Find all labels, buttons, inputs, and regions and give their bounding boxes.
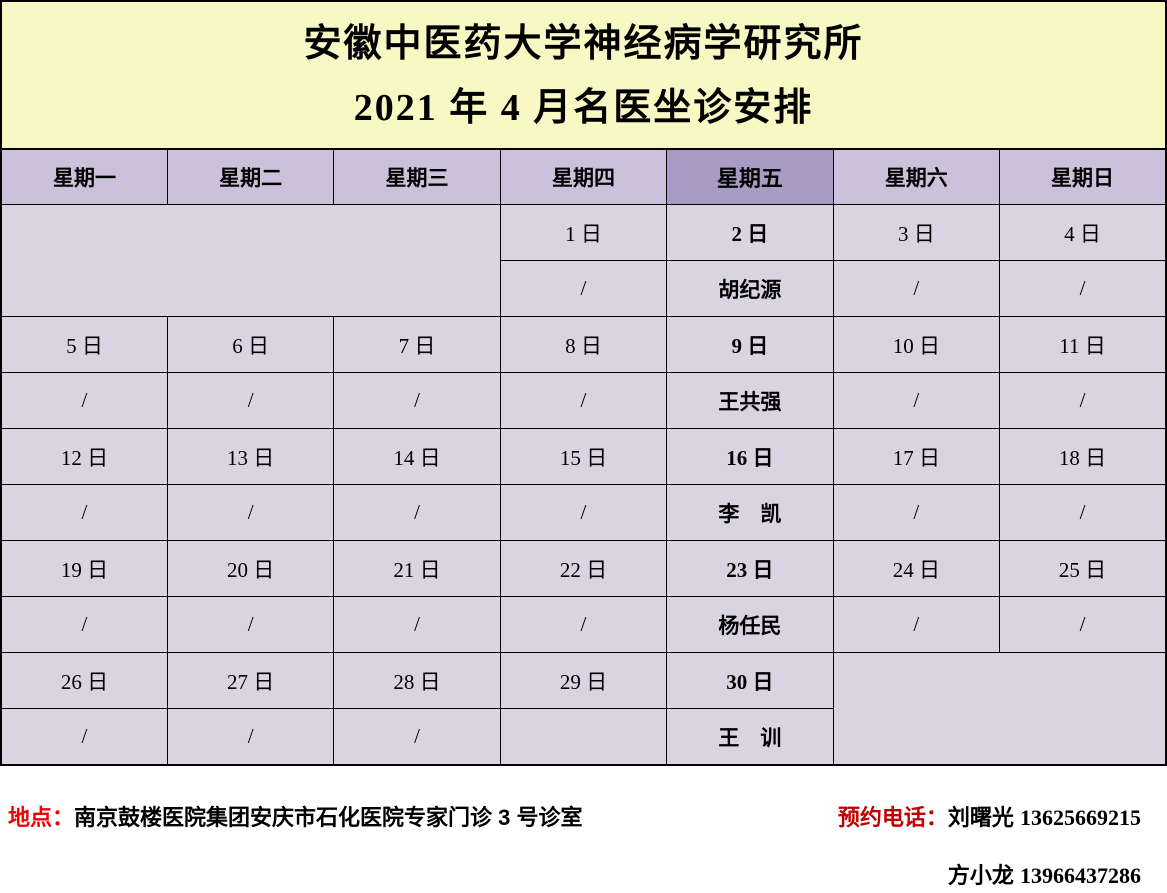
footer: 地点：南京鼓楼医院集团安庆市石化医院专家门诊 3 号诊室 预约电话：刘曙光 13… <box>0 766 1167 890</box>
date-cell-apr20: 20 日 <box>166 540 335 597</box>
phone-label: 预约电话： <box>837 805 948 830</box>
footer-line-2: 方小龙 13966437286 <box>8 858 1141 890</box>
weekday-header-row: 星期一 星期二 星期三 星期四 星期五 星期六 星期日 <box>0 148 1167 205</box>
date-cell-apr18: 18 日 <box>999 428 1167 485</box>
slash-cell: / <box>999 260 1167 317</box>
title-banner: 安徽中医药大学神经病学研究所 2021 年 4 月名医坐诊安排 <box>0 0 1167 148</box>
date-cell-apr26: 26 日 <box>0 652 168 709</box>
week4-names-row: / / / / 杨任民 / / <box>0 596 1167 653</box>
slash-cell: / <box>499 484 668 541</box>
date-cell-apr23: 23 日 <box>666 540 834 597</box>
slash-cell: / <box>0 708 168 766</box>
date-cell-apr12: 12 日 <box>0 428 168 485</box>
date-cell-apr7: 7 日 <box>333 316 501 373</box>
date-cell-apr30: 30 日 <box>666 652 834 709</box>
slash-cell: / <box>999 484 1167 541</box>
slash-cell: / <box>999 372 1167 429</box>
slash-cell: / <box>832 260 1001 317</box>
doctor-name-cell-wangxun: 王 训 <box>666 708 834 766</box>
empty-cell <box>499 708 668 766</box>
week3-dates-row: 12 日 13 日 14 日 15 日 16 日 17 日 18 日 <box>0 428 1167 485</box>
date-cell-apr4: 4 日 <box>999 204 1167 261</box>
date-cell-apr21: 21 日 <box>333 540 501 597</box>
slash-cell: / <box>333 484 501 541</box>
date-cell-apr24: 24 日 <box>832 540 1001 597</box>
location-value: 南京鼓楼医院集团安庆市石化医院专家门诊 3 号诊室 <box>74 805 583 830</box>
date-cell-apr1: 1 日 <box>499 204 668 261</box>
week2-names-row: / / / / 王共强 / / <box>0 372 1167 429</box>
slash-cell: / <box>333 708 501 766</box>
slash-cell: / <box>166 484 335 541</box>
date-cell-apr29: 29 日 <box>499 652 668 709</box>
slash-cell: / <box>0 596 168 653</box>
weekday-saturday: 星期六 <box>832 148 1001 205</box>
doctor-name-cell-yangrenmin: 杨任民 <box>666 596 834 653</box>
week1-names-row: / 胡纪源 / / <box>1 260 1167 317</box>
date-cell-apr11: 11 日 <box>999 316 1167 373</box>
contact2-number: 13966437286 <box>1020 863 1141 888</box>
date-cell-apr14: 14 日 <box>333 428 501 485</box>
date-cell-apr5: 5 日 <box>0 316 168 373</box>
week4-dates-row: 19 日 20 日 21 日 22 日 23 日 24 日 25 日 <box>0 540 1167 597</box>
date-cell-apr22: 22 日 <box>499 540 668 597</box>
weekday-friday-highlighted: 星期五 <box>666 148 834 205</box>
slash-cell: / <box>999 596 1167 653</box>
slash-cell: / <box>499 260 668 317</box>
phone-text-1: 预约电话：刘曙光 13625669215 <box>838 800 1141 832</box>
contact1-name: 刘曙光 <box>947 805 1014 830</box>
week2-dates-row: 5 日 6 日 7 日 8 日 9 日 10 日 11 日 <box>0 316 1167 373</box>
date-cell-apr8: 8 日 <box>499 316 668 373</box>
weekday-wednesday: 星期三 <box>333 148 501 205</box>
doctor-name-cell-wanggongqiang: 王共强 <box>666 372 834 429</box>
date-cell-apr6: 6 日 <box>166 316 335 373</box>
date-cell-apr19: 19 日 <box>0 540 168 597</box>
slash-cell: / <box>333 372 501 429</box>
weekday-sunday: 星期日 <box>999 148 1167 205</box>
date-cell-apr17: 17 日 <box>832 428 1001 485</box>
slash-cell: / <box>166 372 335 429</box>
weekday-tuesday: 星期二 <box>166 148 335 205</box>
weekday-thursday: 星期四 <box>499 148 668 205</box>
doctor-name-cell-likai: 李 凯 <box>666 484 834 541</box>
week1-dates-row: 1 日 2 日 3 日 4 日 <box>0 204 1167 317</box>
blank-cell-top-left <box>0 204 501 317</box>
slash-cell: / <box>166 596 335 653</box>
location-text: 地点：南京鼓楼医院集团安庆市石化医院专家门诊 3 号诊室 <box>8 800 582 832</box>
title-line-1: 安徽中医药大学神经病学研究所 <box>303 23 864 65</box>
date-cell-apr25: 25 日 <box>999 540 1167 597</box>
slash-cell: / <box>832 372 1001 429</box>
date-cell-apr16: 16 日 <box>666 428 834 485</box>
contact2-name: 方小龙 <box>947 863 1014 888</box>
slash-cell: / <box>499 372 668 429</box>
date-cell-apr10: 10 日 <box>832 316 1001 373</box>
date-cell-apr3: 3 日 <box>832 204 1001 261</box>
slash-cell: / <box>0 372 168 429</box>
contact1-number: 13625669215 <box>1020 805 1141 830</box>
slash-cell: / <box>0 484 168 541</box>
location-label: 地点： <box>8 805 75 830</box>
date-cell-apr13: 13 日 <box>166 428 335 485</box>
slash-cell: / <box>499 596 668 653</box>
date-cell-apr9: 9 日 <box>666 316 834 373</box>
slash-cell: / <box>832 484 1001 541</box>
title-line-2: 2021 年 4 月名医坐诊安排 <box>353 87 814 129</box>
week5-names-row: / / / 王 训 <box>0 708 1166 766</box>
slash-cell: / <box>832 596 1001 653</box>
weekday-monday: 星期一 <box>0 148 168 205</box>
slash-cell: / <box>333 596 501 653</box>
schedule-table: 星期一 星期二 星期三 星期四 星期五 星期六 星期日 1 日 2 日 3 日 … <box>0 148 1167 766</box>
date-cell-apr27: 27 日 <box>166 652 335 709</box>
footer-line-1: 地点：南京鼓楼医院集团安庆市石化医院专家门诊 3 号诊室 预约电话：刘曙光 13… <box>8 800 1141 832</box>
week5-dates-row: 26 日 27 日 28 日 29 日 30 日 <box>0 652 1167 766</box>
date-cell-apr28: 28 日 <box>333 652 501 709</box>
date-cell-apr2: 2 日 <box>666 204 834 261</box>
week3-names-row: / / / / 李 凯 / / <box>0 484 1167 541</box>
blank-cell-bottom-right <box>832 652 1167 766</box>
slash-cell: / <box>166 708 335 766</box>
doctor-name-cell-hujiyuan: 胡纪源 <box>666 260 834 317</box>
date-cell-apr15: 15 日 <box>499 428 668 485</box>
